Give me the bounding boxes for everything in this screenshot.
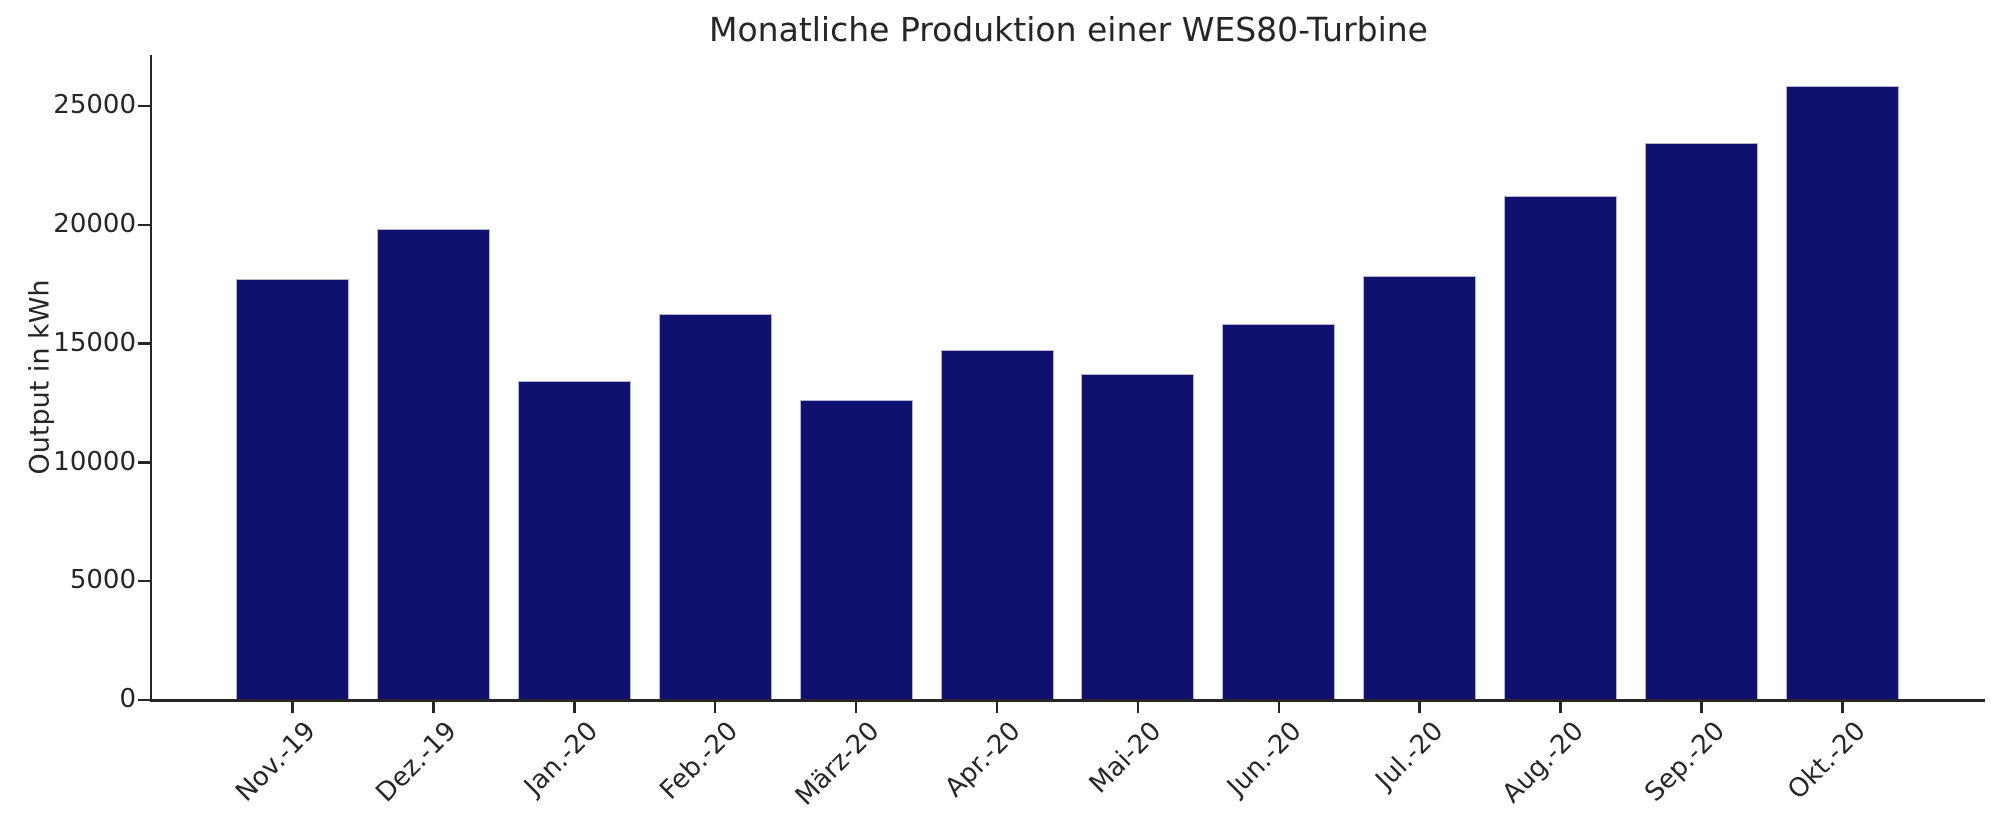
bar [1222, 323, 1336, 699]
x-tick-label: Jun.-20 [1222, 716, 1309, 802]
x-tick-label: Aug.-20 [1496, 716, 1590, 809]
x-tick-mark [432, 701, 435, 713]
y-tick-mark [137, 579, 150, 583]
bar [517, 380, 631, 699]
x-tick-mark [854, 701, 858, 713]
x-tick-mark [1559, 701, 1562, 713]
bar [1504, 195, 1618, 699]
x-tick-label: Nov.-19 [230, 716, 322, 808]
x-tick-label: Jan.-20 [518, 716, 604, 802]
y-tick-label: 15000 [53, 327, 136, 358]
x-tick-label: Dez.-19 [370, 716, 463, 809]
x-tick-mark [1418, 701, 1421, 713]
bar [1785, 86, 1899, 699]
y-axis-label: Output in kWh [24, 279, 56, 475]
x-tick-label: Apr.-20 [939, 716, 1027, 804]
x-tick-label: Jul.-20 [1369, 716, 1449, 796]
y-tick-mark [137, 342, 150, 345]
y-tick-mark [137, 223, 150, 227]
x-tick-mark [1136, 701, 1140, 713]
bar [799, 399, 913, 699]
y-tick-label: 20000 [53, 209, 136, 240]
x-tick-mark [573, 701, 576, 713]
y-tick-mark [137, 698, 150, 701]
x-tick-mark [1841, 701, 1844, 713]
y-tick-mark [137, 104, 150, 108]
bar [1645, 143, 1758, 699]
x-tick-label: Mai-20 [1083, 716, 1168, 800]
x-tick-label: März-20 [789, 716, 886, 812]
y-tick-label: 10000 [53, 446, 136, 477]
y-tick-label: 0 [119, 684, 136, 714]
x-tick-label: Okt.-20 [1782, 716, 1872, 806]
bar [236, 278, 349, 699]
y-axis-spine [149, 55, 152, 702]
chart-title: Monatliche Produktion einer WES80-Turbin… [709, 10, 1428, 49]
x-tick-mark [995, 701, 999, 713]
bar [376, 228, 490, 699]
x-tick-mark [1277, 701, 1281, 713]
bar [1363, 276, 1477, 699]
x-tick-label: Feb.-20 [654, 716, 745, 806]
bar [1081, 373, 1195, 699]
x-tick-mark [1700, 701, 1703, 713]
bar [940, 349, 1054, 699]
y-tick-label: 5000 [69, 565, 136, 596]
y-tick-mark [137, 461, 150, 464]
x-tick-label: Sep.-20 [1638, 716, 1731, 808]
x-axis-spine [149, 699, 1985, 702]
y-tick-label: 25000 [53, 90, 136, 121]
bar [658, 314, 772, 699]
x-tick-mark [713, 701, 717, 713]
x-tick-mark [291, 701, 294, 713]
